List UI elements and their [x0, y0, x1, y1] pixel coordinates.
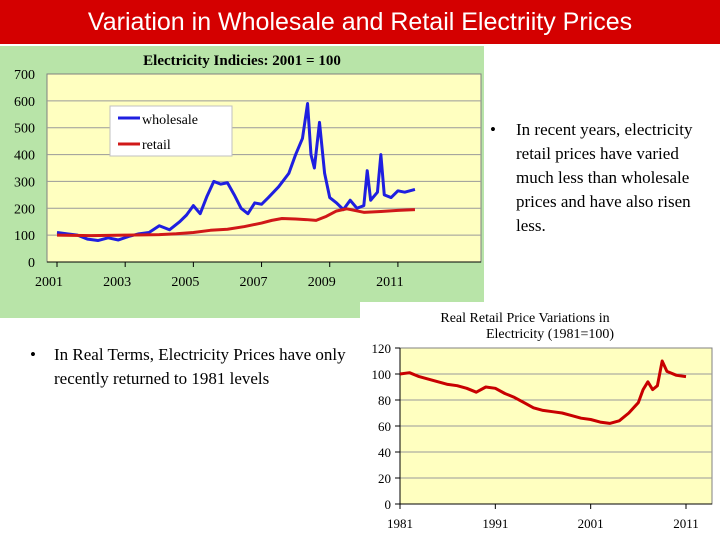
left-bullet: • In Real Terms, Electricity Prices have…	[30, 343, 350, 391]
slide-title: Variation in Wholesale and Retail Electr…	[0, 0, 720, 44]
real-retail-y-tick-label: 120	[372, 341, 392, 356]
real-retail-x-tick-label: 2001	[578, 516, 604, 531]
indices-x-tick-label: 2007	[240, 275, 268, 290]
real-retail-x-tick-label: 2011	[673, 516, 699, 531]
right-bullet: • In recent years, electricity retail pr…	[490, 118, 714, 238]
real-retail-y-tick-label: 100	[372, 367, 392, 382]
indices-y-tick-label: 400	[14, 149, 35, 164]
real-retail-x-tick-label: 1991	[482, 516, 508, 531]
indices-x-tick-label: 2005	[171, 275, 199, 290]
real-retail-chart: Real Retail Price Variations in Electric…	[360, 302, 720, 540]
indices-x-tick-label: 2003	[103, 275, 131, 290]
indices-chart-title: Electricity Indicies: 2001 = 100	[143, 53, 341, 69]
real-retail-title-line1: Real Retail Price Variations in	[440, 311, 609, 326]
indices-plot-area	[46, 73, 482, 263]
bullet-marker: •	[490, 120, 496, 139]
real-retail-y-tick-label: 80	[378, 393, 391, 408]
real-retail-y-axis: 0 20 40 60 80 100 120	[372, 341, 401, 512]
indices-y-tick-label: 500	[14, 122, 35, 137]
indices-y-axis: 0 100 200 300 400 500 600 700	[14, 68, 35, 271]
indices-x-tick-label: 2009	[308, 275, 336, 290]
real-retail-x-tick-label: 1981	[387, 516, 413, 531]
real-retail-y-tick-label: 20	[378, 471, 391, 486]
indices-x-axis: 2001 2003 2005 2007 2009 2011	[35, 261, 481, 290]
real-retail-series	[399, 359, 687, 425]
right-text-panel	[484, 46, 720, 302]
indices-x-tick-label: 2001	[35, 275, 63, 290]
indices-x-tick-label: 2011	[376, 275, 403, 290]
indices-y-tick-label: 700	[14, 68, 35, 83]
series-line-retail	[56, 207, 416, 238]
real-retail-y-tick-label: 60	[378, 419, 391, 434]
right-bullet-text: In recent years, electricity retail pric…	[516, 120, 693, 235]
bullet-marker: •	[30, 345, 36, 364]
indices-chart: Electricity Indicies: 2001 = 100 0 100 200…	[14, 53, 482, 290]
series-line-real-retail	[399, 359, 687, 425]
indices-y-tick-label: 300	[14, 175, 35, 190]
real-retail-title-line2: Electricity (1981=100)	[486, 327, 614, 342]
indices-y-tick-label: 0	[28, 256, 35, 271]
indices-y-tick-label: 600	[14, 95, 35, 110]
real-retail-y-tick-label: 40	[378, 445, 391, 460]
indices-series	[56, 102, 416, 243]
legend-wholesale-label: wholesale	[142, 113, 198, 128]
indices-y-tick-label: 200	[14, 202, 35, 217]
real-retail-y-tick-label: 0	[385, 497, 392, 512]
left-bullet-text: In Real Terms, Electricity Prices have o…	[54, 345, 346, 388]
indices-y-tick-label: 100	[14, 229, 35, 244]
indices-legend: wholesale retail	[109, 105, 233, 157]
legend-retail-label: retail	[142, 138, 171, 153]
real-retail-x-axis: 1981 1991 2001 2011	[387, 503, 712, 531]
